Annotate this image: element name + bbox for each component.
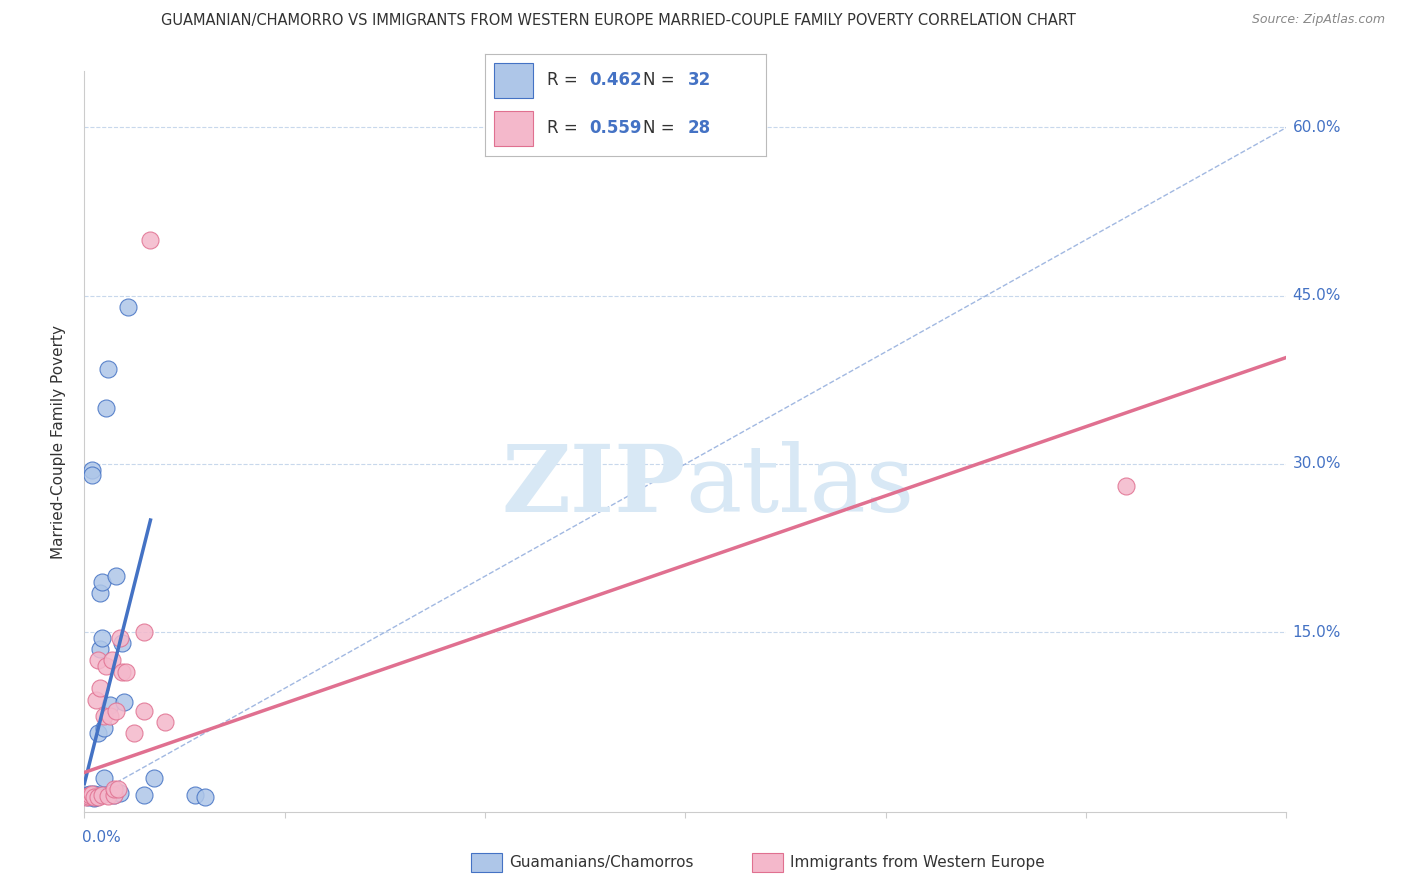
Point [89, 586, 111, 600]
Point [110, 786, 132, 800]
Point [1115, 479, 1137, 493]
Point [100, 709, 122, 723]
Point [97, 789, 120, 803]
Point [79, 787, 101, 801]
Point [82, 468, 104, 483]
Point [87, 788, 110, 802]
Point [83, 790, 105, 805]
Point [77, 790, 100, 805]
Point [77, 789, 100, 803]
FancyBboxPatch shape [494, 111, 533, 145]
Text: 60.0%: 60.0% [1292, 120, 1341, 135]
Text: N =: N = [643, 120, 679, 137]
Point [75, 790, 97, 805]
Point [89, 681, 111, 696]
Point [87, 726, 110, 740]
Point [103, 788, 125, 802]
Point [103, 788, 125, 802]
Text: 15.0%: 15.0% [1292, 624, 1341, 640]
FancyBboxPatch shape [494, 62, 533, 97]
Point [194, 790, 217, 805]
Text: R =: R = [547, 120, 583, 137]
Text: Immigrants from Western Europe: Immigrants from Western Europe [790, 855, 1045, 870]
Point [134, 788, 156, 802]
Point [143, 771, 166, 785]
Point [86, 790, 108, 805]
Point [139, 233, 162, 247]
Point [82, 462, 104, 476]
Point [83, 787, 105, 801]
Point [183, 788, 205, 802]
Point [115, 665, 138, 679]
Text: 32: 32 [688, 71, 711, 89]
Point [105, 704, 128, 718]
Point [86, 789, 108, 803]
Point [93, 721, 115, 735]
Point [91, 788, 114, 802]
Point [107, 782, 129, 797]
Point [87, 653, 110, 667]
Point [96, 401, 118, 415]
Point [91, 574, 114, 589]
Point [101, 653, 124, 667]
Point [153, 714, 176, 729]
Point [89, 642, 111, 657]
Point [105, 569, 128, 583]
Point [86, 692, 108, 706]
Text: N =: N = [643, 71, 679, 89]
Point [79, 789, 101, 803]
Point [87, 790, 110, 805]
Point [91, 631, 114, 645]
Point [111, 665, 134, 679]
Point [93, 771, 115, 785]
Point [117, 300, 139, 314]
Text: 0.559: 0.559 [589, 120, 641, 137]
Point [100, 698, 122, 713]
Point [110, 631, 132, 645]
Point [114, 695, 135, 709]
Text: atlas: atlas [686, 441, 915, 531]
Text: 0.462: 0.462 [589, 71, 641, 89]
Point [83, 791, 105, 805]
Text: R =: R = [547, 71, 583, 89]
Point [96, 659, 118, 673]
Point [75, 788, 97, 802]
Point [79, 788, 101, 802]
Text: GUAMANIAN/CHAMORRO VS IMMIGRANTS FROM WESTERN EUROPE MARRIED-COUPLE FAMILY POVER: GUAMANIAN/CHAMORRO VS IMMIGRANTS FROM WE… [162, 13, 1076, 29]
Text: 28: 28 [688, 120, 710, 137]
Point [93, 709, 115, 723]
Text: 0.0%: 0.0% [83, 830, 121, 846]
Point [82, 787, 104, 801]
Point [124, 726, 146, 740]
Point [103, 782, 125, 797]
Text: 45.0%: 45.0% [1292, 288, 1341, 303]
Point [83, 790, 105, 805]
Y-axis label: Married-Couple Family Poverty: Married-Couple Family Poverty [51, 325, 66, 558]
Point [111, 636, 134, 650]
Point [134, 625, 156, 640]
Text: Guamanians/Chamorros: Guamanians/Chamorros [509, 855, 693, 870]
Point [97, 361, 120, 376]
Text: 30.0%: 30.0% [1292, 457, 1341, 472]
Text: Source: ZipAtlas.com: Source: ZipAtlas.com [1251, 13, 1385, 27]
Text: ZIP: ZIP [501, 441, 686, 531]
Point [134, 704, 156, 718]
